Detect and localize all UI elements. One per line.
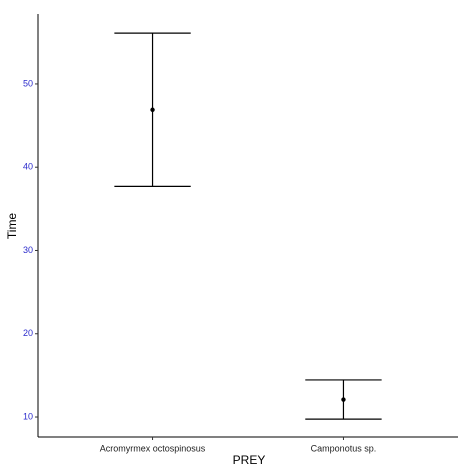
x-tick-label: Camponotus sp.: [311, 443, 377, 453]
y-tick-label: 10: [23, 411, 33, 421]
y-tick-label: 20: [23, 328, 33, 338]
x-tick-label: Acromyrmex octospinosus: [100, 443, 206, 453]
point: [341, 397, 346, 402]
y-tick-label: 40: [23, 162, 33, 172]
y-tick-label: 50: [23, 78, 33, 88]
x-axis-title: PREY: [233, 453, 266, 467]
y-axis-title: Time: [5, 213, 19, 240]
point: [150, 107, 155, 112]
y-tick-label: 30: [23, 245, 33, 255]
